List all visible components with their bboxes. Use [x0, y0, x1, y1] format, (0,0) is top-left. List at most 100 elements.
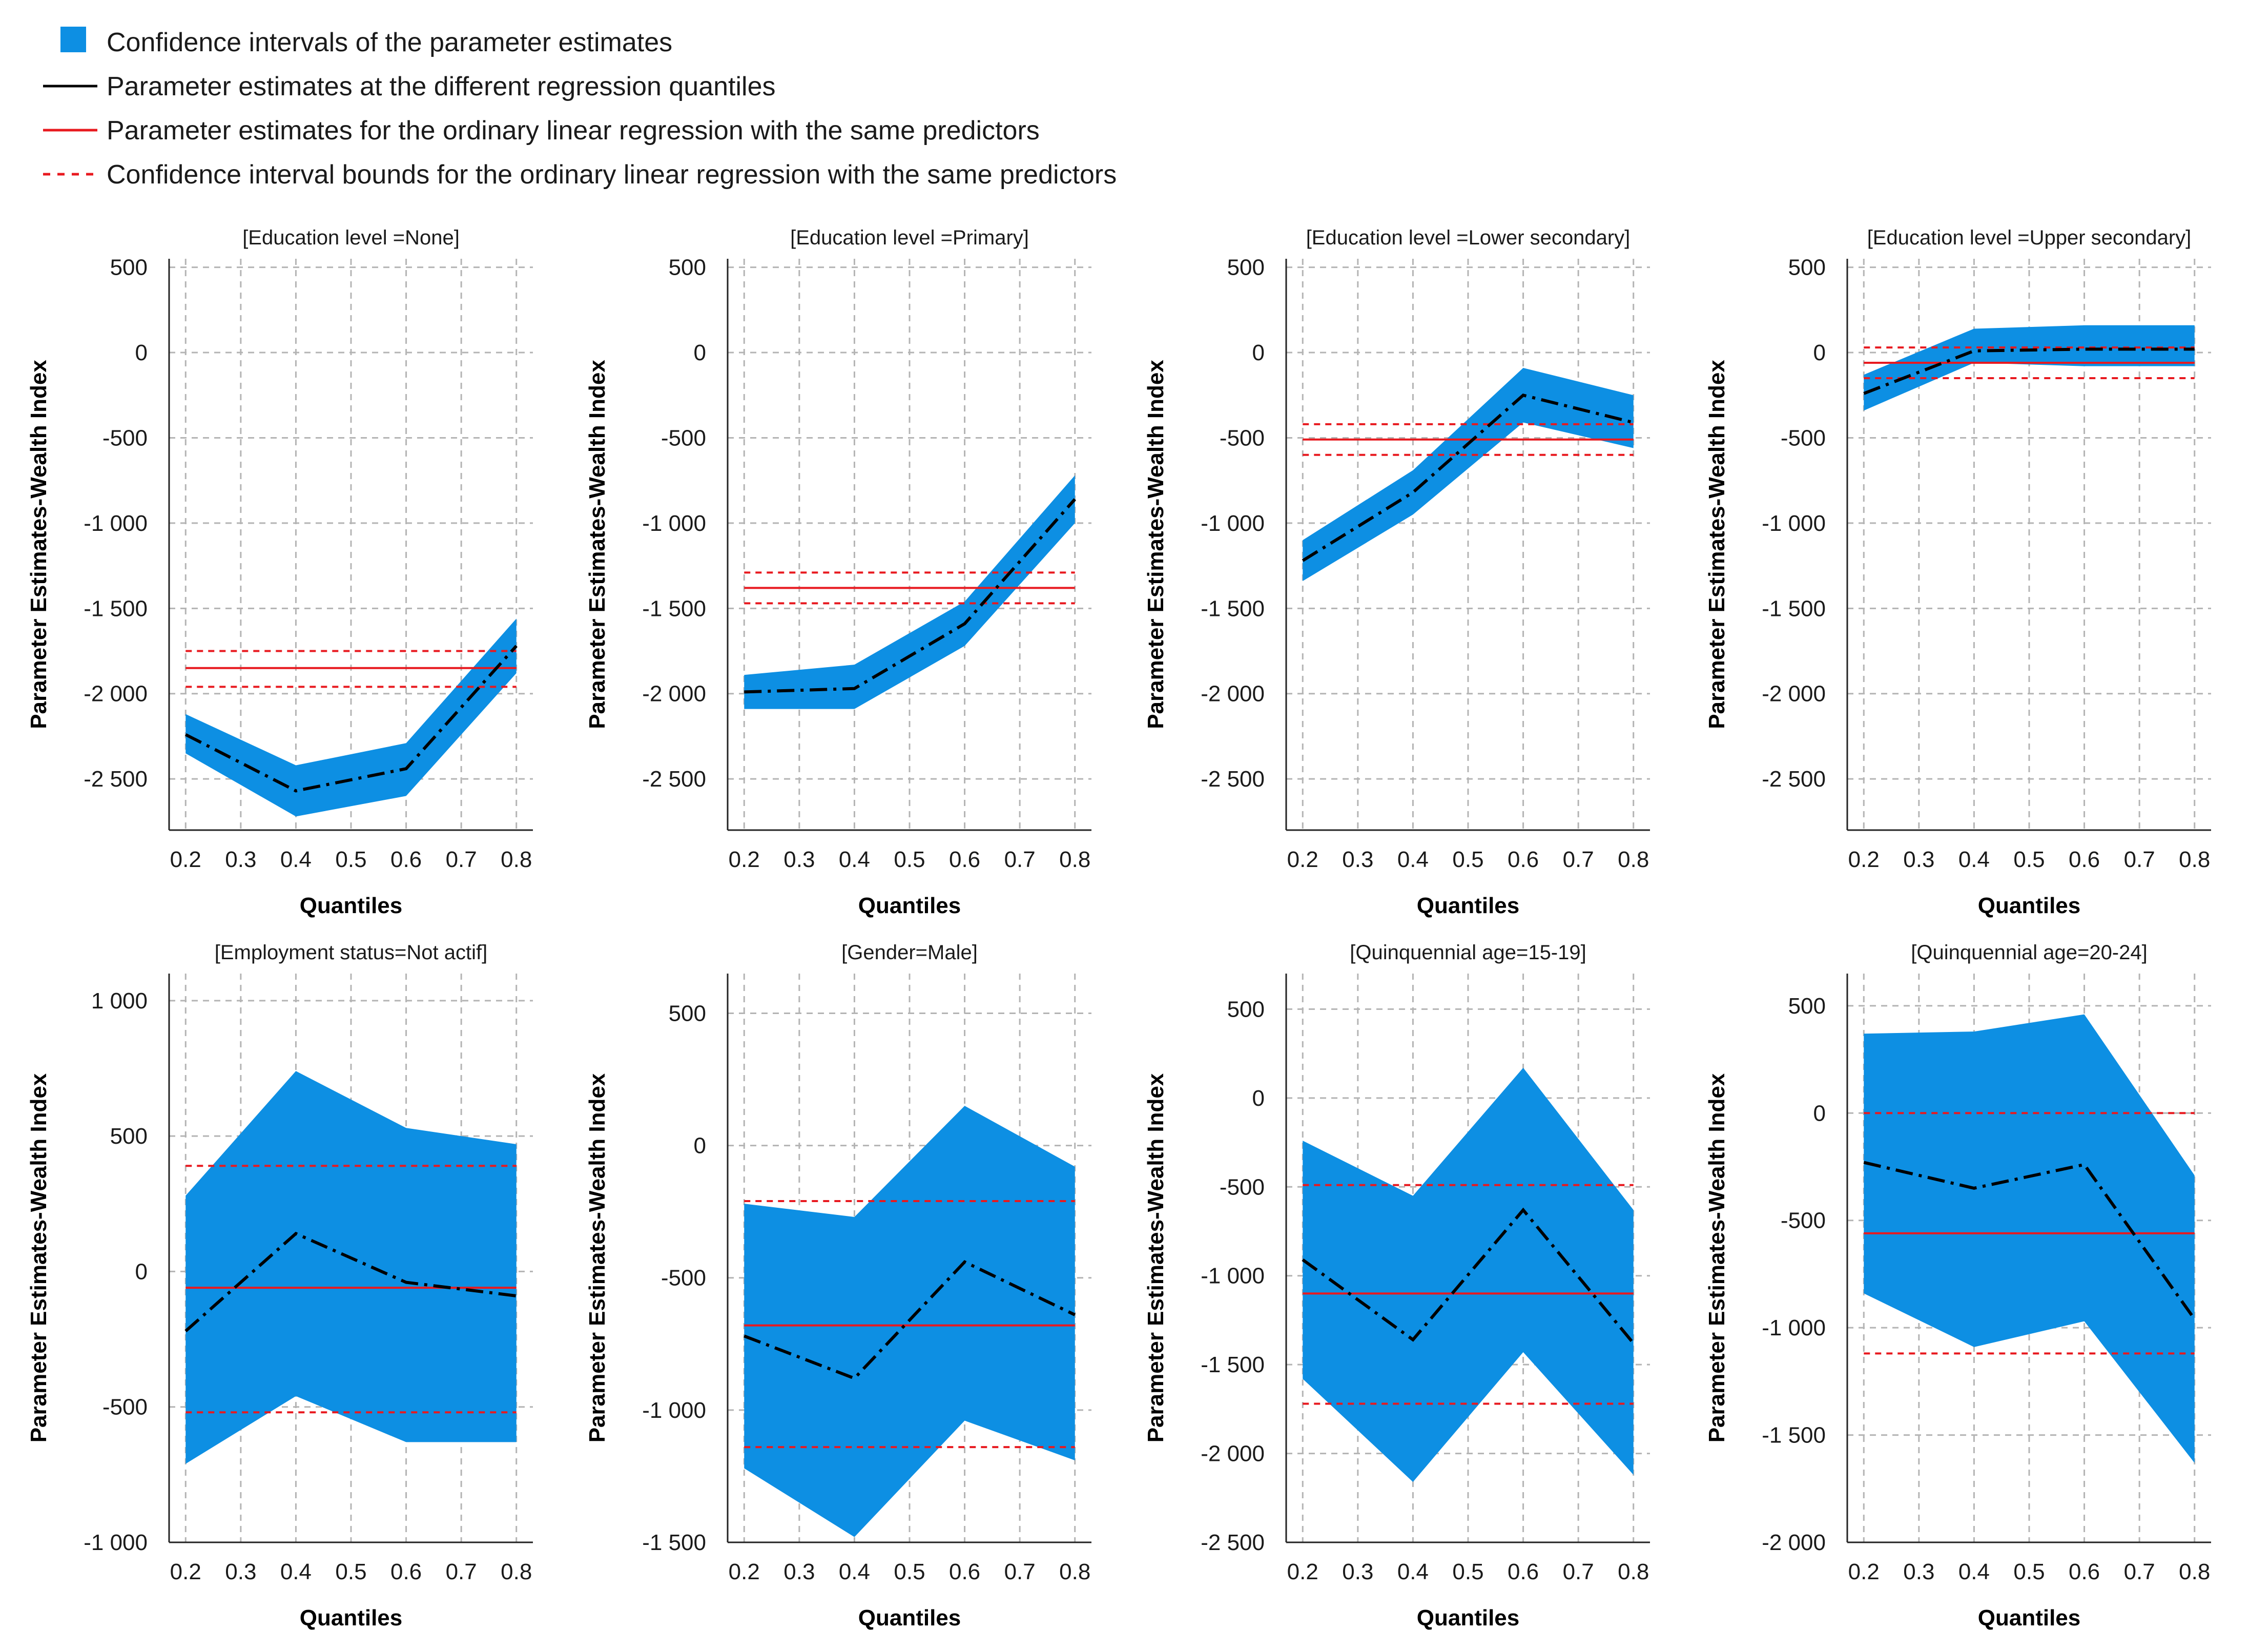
y-tick-label: -1 000 — [1762, 511, 1826, 536]
y-axis-label: Parameter Estimates-Wealth Index — [1143, 1073, 1168, 1442]
y-tick-label: -500 — [1220, 425, 1265, 450]
confidence-band — [1864, 1014, 2195, 1463]
confidence-band — [185, 1071, 517, 1464]
y-tick-label: 500 — [1788, 255, 1826, 280]
y-tick-label: -2 500 — [1762, 767, 1826, 792]
chart-title: [Education level =Primary] — [790, 226, 1029, 249]
x-axis-label: Quantiles — [300, 893, 403, 918]
quantile-estimate-line — [744, 1260, 1076, 1380]
y-tick-label: 0 — [1252, 340, 1265, 365]
x-tick-label: 0.7 — [1004, 1559, 1036, 1584]
chart-panel-7: 500 0 -500 -1 000 -1 500 -2 000 -2 500 0.2 0.3 0.… — [1143, 941, 1650, 1630]
y-tick-label: 1 000 — [91, 988, 148, 1014]
x-tick-label: 0.6 — [390, 1559, 422, 1584]
chart-panel-8: 500 0 -500 -1 000 -1 500 -2 000 0.2 0.3 0.4 0.5 0.… — [1704, 941, 2211, 1630]
x-tick-label: 0.6 — [1508, 847, 1539, 872]
x-tick-label: 0.2 — [729, 847, 760, 872]
y-tick-label: -1 000 — [84, 1530, 148, 1555]
chart-panel-1: 500 0 -500 -1 000 -1 500 -2 000 -2 500 0.2 0.3 0.… — [26, 226, 533, 918]
x-tick-label: 0.6 — [2069, 847, 2100, 872]
x-tick-label: 0.4 — [1958, 1559, 1990, 1584]
legend-label-quantile-line: Parameter estimates at the different reg… — [107, 72, 776, 101]
x-tick-label: 0.4 — [280, 1559, 312, 1584]
chart-title: [Quinquennial age=15-19] — [1350, 941, 1586, 964]
x-tick-label: 0.4 — [1397, 847, 1429, 872]
x-tick-label: 0.2 — [729, 1559, 760, 1584]
y-tick-label: 500 — [110, 255, 148, 280]
x-tick-label: 0.3 — [1342, 1559, 1373, 1584]
y-tick-label: 0 — [135, 340, 148, 365]
y-tick-label: 0 — [694, 340, 706, 365]
x-tick-label: 0.2 — [1848, 847, 1880, 872]
confidence-band — [744, 475, 1075, 709]
quantile-estimate-line — [1302, 393, 1634, 562]
chart-legend: Confidence intervals of the parameter es… — [43, 27, 1117, 190]
x-axis-label: Quantiles — [858, 893, 961, 918]
chart-title: [Education level =Lower secondary] — [1306, 226, 1631, 249]
y-tick-label: -2 000 — [1201, 682, 1265, 707]
y-tick-label: -500 — [102, 425, 148, 450]
chart-title: [Employment status=Not actif] — [215, 941, 487, 964]
x-tick-label: 0.5 — [894, 847, 925, 872]
x-tick-label: 0.2 — [1848, 1559, 1880, 1584]
chart-title: [Gender=Male] — [841, 941, 978, 964]
y-axis-label: Parameter Estimates-Wealth Index — [585, 360, 610, 729]
x-tick-label: 0.6 — [949, 1559, 980, 1584]
chart-panel-5: 1 000 500 0 -500 -1 000 0.2 0.3 0.4 0.5 0.6 0.7 0.8… — [26, 941, 533, 1630]
x-tick-label: 0.4 — [280, 847, 312, 872]
x-tick-label: 0.3 — [1903, 1559, 1934, 1584]
y-tick-label: -1 500 — [642, 1530, 706, 1555]
x-tick-label: 0.3 — [225, 1559, 256, 1584]
quantile-estimate-line — [1863, 347, 2195, 395]
y-tick-label: -500 — [1781, 425, 1826, 450]
y-tick-label: -2 000 — [1762, 1530, 1826, 1555]
x-axis-label: Quantiles — [858, 1605, 961, 1630]
y-tick-label: -500 — [661, 425, 706, 450]
y-tick-label: -1 000 — [1762, 1315, 1826, 1340]
y-tick-label: -500 — [1220, 1174, 1265, 1200]
confidence-band — [1303, 368, 1634, 582]
quantile-estimate-line — [1863, 1161, 2196, 1320]
legend-label-band: Confidence intervals of the parameter es… — [107, 28, 672, 57]
y-tick-label: -1 000 — [84, 511, 148, 536]
y-tick-label: 500 — [1227, 255, 1265, 280]
y-tick-label: 500 — [1227, 997, 1265, 1022]
y-tick-label: -1 000 — [642, 511, 706, 536]
y-tick-label: 0 — [1813, 1101, 1826, 1126]
y-axis-label: Parameter Estimates-Wealth Index — [1143, 360, 1168, 729]
y-tick-label: -2 500 — [642, 767, 706, 792]
x-tick-label: 0.5 — [1452, 847, 1483, 872]
x-tick-label: 0.7 — [446, 847, 477, 872]
x-tick-label: 0.3 — [225, 847, 256, 872]
x-axis-label: Quantiles — [1978, 1605, 2081, 1630]
y-tick-label: -1 500 — [1762, 1423, 1826, 1448]
y-tick-label: 500 — [110, 1124, 148, 1149]
x-tick-label: 0.8 — [501, 1559, 532, 1584]
y-tick-label: -1 000 — [1201, 1264, 1265, 1289]
x-tick-label: 0.5 — [2013, 847, 2045, 872]
x-tick-label: 0.7 — [2124, 1559, 2155, 1584]
x-tick-label: 0.4 — [1397, 1559, 1429, 1584]
x-tick-label: 0.2 — [170, 847, 201, 872]
y-tick-label: -2 000 — [1762, 682, 1826, 707]
x-tick-label: 0.7 — [1563, 847, 1594, 872]
x-tick-label: 0.8 — [1059, 1559, 1090, 1584]
x-tick-label: 0.4 — [1958, 847, 1990, 872]
x-tick-label: 0.2 — [170, 1559, 201, 1584]
x-tick-label: 0.8 — [1059, 847, 1090, 872]
y-tick-label: -2 500 — [1201, 1530, 1265, 1555]
y-tick-label: -1 500 — [1762, 596, 1826, 621]
x-tick-label: 0.6 — [390, 847, 422, 872]
legend-label-ols-ci: Confidence interval bounds for the ordin… — [107, 160, 1117, 190]
y-tick-label: -2 000 — [1201, 1441, 1265, 1467]
x-tick-label: 0.5 — [335, 847, 366, 872]
quantile-estimate-line — [184, 1231, 517, 1332]
confidence-band — [185, 618, 517, 817]
y-tick-label: -500 — [661, 1266, 706, 1291]
y-tick-label: -1 500 — [84, 596, 148, 621]
y-tick-label: -2 000 — [642, 682, 706, 707]
x-tick-label: 0.5 — [1452, 1559, 1483, 1584]
chart-title: [Quinquennial age=20-24] — [1911, 941, 2147, 964]
y-tick-label: 0 — [694, 1133, 706, 1159]
x-tick-label: 0.2 — [1287, 1559, 1318, 1584]
